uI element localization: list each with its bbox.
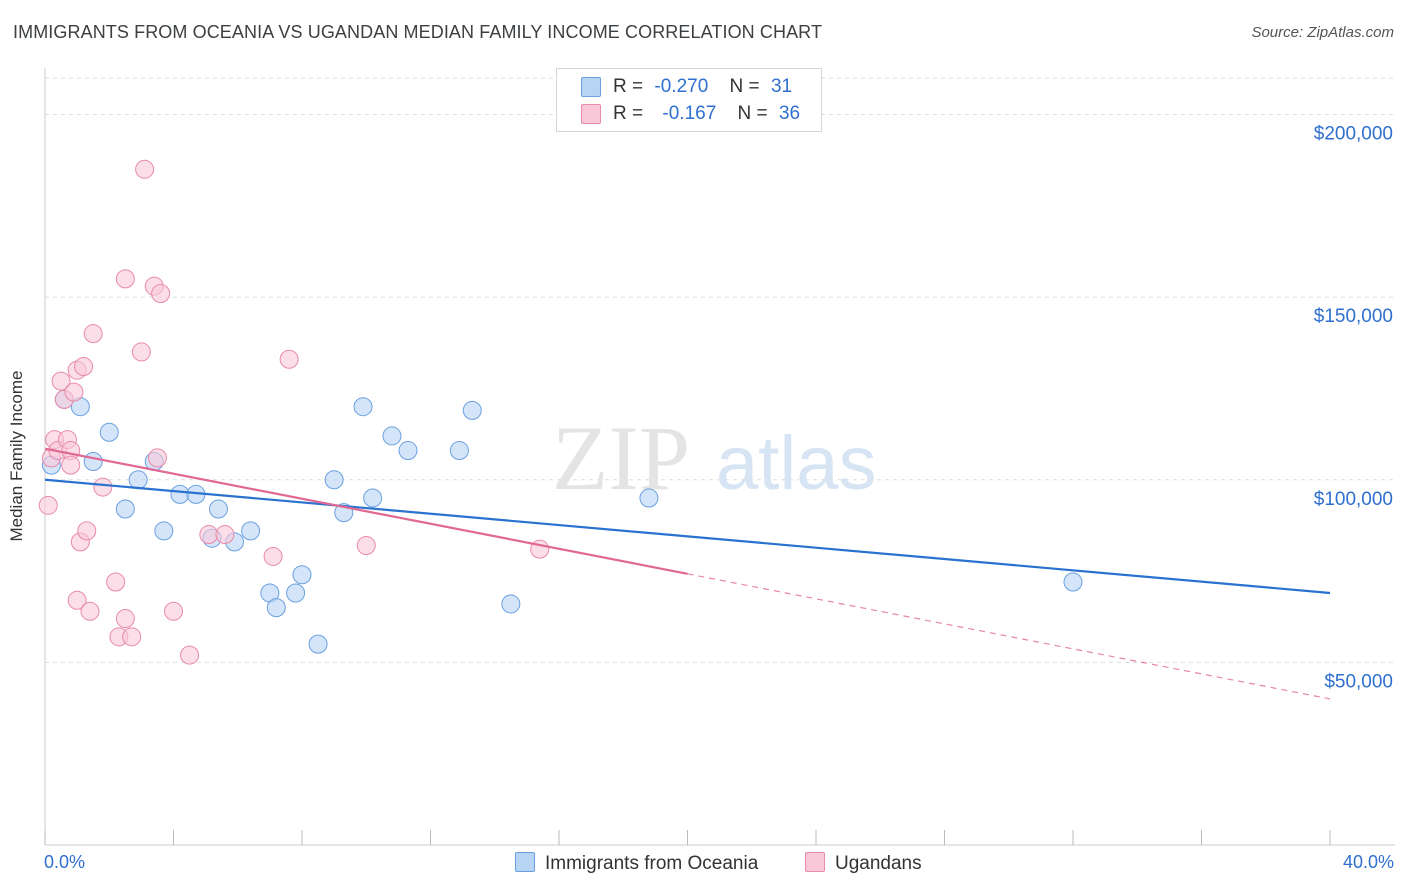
oceania-point (292, 565, 312, 585)
oceania-point (398, 441, 418, 461)
chart-title: IMMIGRANTS FROM OCEANIA VS UGANDAN MEDIA… (13, 22, 823, 42)
oceania-point (1063, 572, 1083, 592)
ugandan-point (122, 627, 142, 647)
oceania-point (286, 583, 306, 603)
ugandan-trend-line-dashed (687, 573, 1331, 700)
oceania-point (128, 470, 148, 490)
x-tick-label-max: 40.0% (1342, 852, 1394, 872)
oceania-trend-line (44, 478, 1331, 595)
ugandan-point (74, 357, 94, 377)
y-tick-label: $100,000 (1314, 489, 1393, 510)
bottom-legend-swatch-blue (515, 852, 535, 872)
legend-n-label: N = (737, 103, 768, 124)
ugandan-point (356, 536, 376, 556)
oceania-point (382, 426, 402, 446)
ugandan-point (115, 609, 135, 629)
ugandan-point (263, 546, 283, 566)
ugandan-point (51, 371, 71, 391)
legend-n-label: N = (729, 76, 760, 97)
legend-r-label: R = (613, 103, 644, 124)
ugandan-point (135, 159, 155, 179)
y-tick-label: $200,000 (1314, 124, 1393, 145)
y-tick-labels: $50,000 $100,000 $150,000 $200,000 (1314, 124, 1393, 693)
legend-swatch-pink (581, 104, 601, 124)
bottom-legend-label-ugandans: Ugandans (835, 853, 922, 874)
bottom-legend-swatch-pink (805, 852, 825, 872)
ugandan-point (93, 477, 113, 497)
ugandan-point (215, 525, 235, 545)
watermark: ZIP atlas (552, 407, 877, 509)
legend-n-value: 31 (770, 76, 793, 97)
ugandan-point (77, 521, 97, 541)
ugandan-point (64, 382, 84, 402)
oceania-point (99, 422, 119, 442)
oceania-point (501, 594, 521, 614)
oceania-point (115, 499, 135, 519)
oceania-point (308, 634, 328, 654)
legend-r-label: R = (613, 76, 644, 97)
chart-source: Source: ZipAtlas.com (1251, 24, 1394, 41)
ugandan-point (67, 590, 87, 610)
oceania-point (208, 499, 228, 519)
ugandan-point (147, 448, 167, 468)
watermark-zip: ZIP (552, 407, 690, 509)
oceania-point (154, 521, 174, 541)
legend-r-value: -0.270 (654, 76, 709, 97)
legend: R = -0.270 N = 31 R = -0.167 N = 36 (556, 68, 822, 132)
oceania-point (449, 441, 469, 461)
x-tick-label-min: 0.0% (44, 852, 86, 872)
ugandan-point (115, 269, 135, 289)
trend-lines (44, 447, 1331, 700)
oceania-point (639, 488, 659, 508)
ugandan-point (164, 601, 183, 621)
bottom-legend-oceania: Immigrants from Oceania (515, 852, 758, 875)
oceania-point (241, 521, 261, 541)
ugandan-point (38, 495, 58, 515)
ugandan-trend-line (44, 447, 688, 575)
oceania-point (266, 598, 286, 618)
ugandan-point (151, 283, 171, 303)
legend-r-value: -0.167 (662, 103, 717, 124)
ugandan-point (199, 525, 219, 545)
grid-lines (45, 77, 1395, 663)
y-tick-label: $150,000 (1314, 306, 1393, 327)
legend-n-value: 36 (778, 103, 801, 124)
ugandan-point (61, 455, 81, 475)
ugandan-point (80, 601, 100, 621)
oceania-point (363, 488, 383, 508)
watermark-atlas: atlas (716, 421, 877, 506)
oceania-point (83, 452, 103, 471)
ugandan-point (279, 349, 299, 369)
data-points (38, 159, 1083, 665)
oceania-point (353, 397, 373, 417)
oceania-point (324, 470, 344, 490)
y-axis-label: Median Family Income (7, 370, 26, 542)
bottom-legend-label-oceania: Immigrants from Oceania (545, 853, 759, 874)
oceania-point (462, 400, 482, 420)
y-tick-label: $50,000 (1324, 671, 1393, 692)
ugandan-point (131, 342, 151, 362)
bottom-legend-ugandans: Ugandans (805, 852, 922, 875)
ugandan-point (106, 572, 126, 592)
legend-swatch-blue (581, 77, 601, 97)
ugandan-point (180, 645, 200, 665)
oceania-point (170, 484, 190, 504)
ugandan-point (83, 324, 103, 344)
